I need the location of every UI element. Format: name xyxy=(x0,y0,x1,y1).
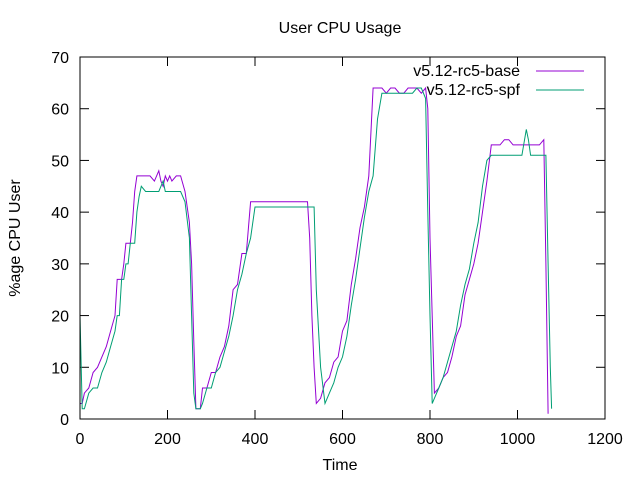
plot-frame xyxy=(79,56,606,420)
y-tick-label: 0 xyxy=(60,412,69,429)
x-tick-label: 600 xyxy=(329,431,356,448)
series-lines xyxy=(79,86,553,414)
y-tick-label: 10 xyxy=(51,360,69,377)
y-tick-label: 40 xyxy=(51,205,69,222)
chart-title: User CPU Usage xyxy=(279,20,402,37)
x-tick-label: 0 xyxy=(76,431,85,448)
y-tick-label: 20 xyxy=(51,309,69,326)
x-tick-label: 1000 xyxy=(500,431,536,448)
y-tick-label: 60 xyxy=(51,102,69,119)
series-line-base xyxy=(80,86,549,414)
y-tick-label: 50 xyxy=(51,153,69,170)
y-tick-label: 70 xyxy=(51,50,69,67)
x-tick-label: 800 xyxy=(417,431,444,448)
x-axis-label: Time xyxy=(323,457,358,474)
series-line-spf xyxy=(79,87,553,410)
x-tick-label: 400 xyxy=(242,431,269,448)
legend-label: v5.12-rc5-spf xyxy=(427,82,521,99)
y-tick-label: 30 xyxy=(51,257,69,274)
legend: v5.12-rc5-base v5.12-rc5-spf xyxy=(413,63,584,99)
x-tick-label: 200 xyxy=(154,431,181,448)
legend-label: v5.12-rc5-base xyxy=(413,63,520,80)
x-tick-label: 1200 xyxy=(587,431,623,448)
axis-ticks: 0 10 20 30 40 50 60 70 0 200 400 600 800 1000 1200 xyxy=(51,50,623,448)
y-axis-label: %age CPU User xyxy=(7,179,24,297)
